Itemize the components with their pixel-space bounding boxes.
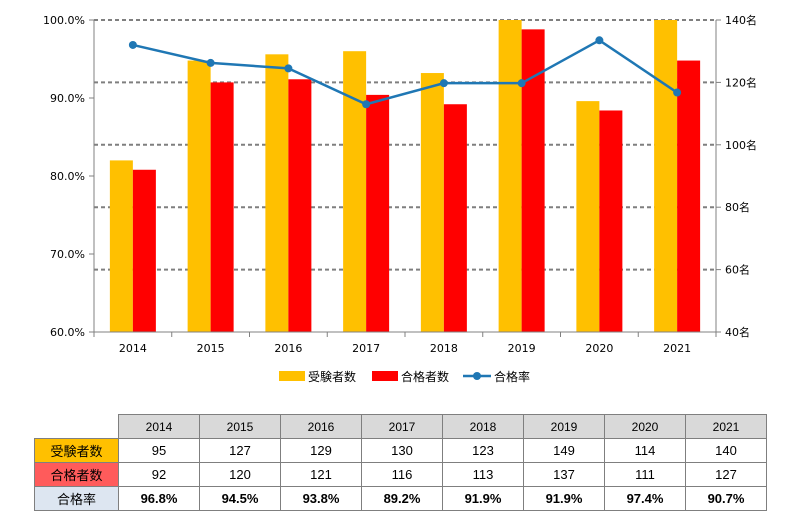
table-cell: 123 [442, 438, 524, 463]
examinees-bar-2019 [498, 20, 522, 332]
examinees-bar-2015 [187, 60, 211, 333]
passers-bar-2014 [132, 169, 156, 332]
table-cell: 149 [523, 438, 605, 463]
legend-label-2: 合格率 [494, 369, 530, 384]
passers-bar-2020 [599, 110, 623, 332]
table-cell: 95 [118, 438, 200, 463]
table-cell: 137 [523, 462, 605, 487]
table-cell: 94.5% [199, 486, 281, 511]
row-label-pass-rate: 合格率 [34, 486, 119, 511]
x-tick-label: 2020 [585, 342, 613, 355]
table-cell: 140 [685, 438, 767, 463]
header-2020: 2020 [604, 414, 686, 439]
table-cell: 114 [604, 438, 686, 463]
pass-rate-point-2014 [128, 40, 137, 49]
examinees-bar-2016 [265, 54, 289, 332]
table-corner [35, 415, 119, 439]
left-tick-label: 90.0% [50, 92, 85, 105]
bars [109, 20, 701, 333]
table-cell: 130 [361, 438, 443, 463]
pass-rate-point-2019 [517, 79, 526, 88]
table-row-examinees: 受験者数 95 127 129 130 123 149 114 140 [34, 438, 767, 463]
header-2014: 2014 [118, 414, 200, 439]
table-cell: 96.8% [118, 486, 200, 511]
legend-swatch-marker [473, 372, 481, 380]
left-tick-label: 80.0% [50, 170, 85, 183]
row-label-passers: 合格者数 [34, 462, 119, 487]
header-2019: 2019 [523, 414, 605, 439]
header-2016: 2016 [280, 414, 362, 439]
table-cell: 93.8% [280, 486, 362, 511]
x-tick-label: 2015 [197, 342, 225, 355]
table-row-passers: 合格者数 92 120 121 116 113 137 111 127 [34, 462, 767, 487]
passers-bar-2018 [443, 104, 467, 333]
right-tick-label: 140名 [725, 13, 757, 27]
legend-swatch-0 [279, 371, 305, 381]
pass-rate-point-2016 [284, 64, 293, 73]
passers-bar-2016 [288, 79, 312, 332]
table-row-pass-rate: 合格率 96.8% 94.5% 93.8% 89.2% 91.9% 91.9% … [34, 486, 767, 511]
passers-bar-2019 [521, 29, 545, 333]
x-tick-label: 2019 [508, 342, 536, 355]
axes: 60.0% 70.0% 80.0% 90.0% 100.0% 40名 60名 80名 100名 1… [43, 13, 757, 355]
header-2018: 2018 [442, 414, 524, 439]
right-tick-label: 100名 [725, 138, 757, 152]
left-tick-label: 100.0% [43, 14, 85, 27]
rate-line [128, 36, 682, 109]
legend: 受験者数 合格者数 合格率 [279, 369, 530, 384]
table-cell: 129 [280, 438, 362, 463]
passers-bar-2015 [210, 82, 234, 333]
passers-bar-2017 [366, 94, 390, 332]
table-cell: 127 [199, 438, 281, 463]
left-tick-label: 70.0% [50, 248, 85, 261]
pass-rate-point-2015 [206, 58, 215, 67]
legend-swatch-1 [372, 371, 398, 381]
x-tick-label: 2021 [663, 342, 691, 355]
data-table: 2014 2015 2016 2017 2018 2019 2020 2021 … [34, 414, 767, 511]
table-cell: 91.9% [442, 486, 524, 511]
table-cell: 127 [685, 462, 767, 487]
right-tick-label: 120名 [725, 75, 757, 89]
right-tick-label: 40名 [725, 325, 750, 339]
examinees-bar-2014 [109, 160, 133, 332]
header-2021: 2021 [685, 414, 767, 439]
table-cell: 113 [442, 462, 524, 487]
x-tick-label: 2017 [352, 342, 380, 355]
examinees-bar-2018 [420, 73, 444, 332]
pass-rate-point-2018 [439, 79, 448, 88]
left-tick-label: 60.0% [50, 326, 85, 339]
examinees-bar-2017 [343, 51, 367, 332]
examinees-bar-2020 [576, 101, 600, 333]
table-cell: 91.9% [523, 486, 605, 511]
table-cell: 90.7% [685, 486, 767, 511]
pass-rate-point-2020 [595, 36, 604, 45]
x-tick-label: 2018 [430, 342, 458, 355]
x-tick-label: 2014 [119, 342, 147, 355]
examinees-bar-2021 [654, 20, 678, 332]
table-cell: 111 [604, 462, 686, 487]
legend-label-0: 受験者数 [308, 369, 356, 384]
passers-bar-2021 [677, 60, 701, 333]
table-cell: 121 [280, 462, 362, 487]
header-2017: 2017 [361, 414, 443, 439]
header-2015: 2015 [199, 414, 281, 439]
table-cell: 120 [199, 462, 281, 487]
pass-rate-line [132, 38, 678, 106]
pass-rate-point-2017 [362, 100, 371, 109]
table-cell: 92 [118, 462, 200, 487]
combo-chart: 60.0% 70.0% 80.0% 90.0% 100.0% 40名 60名 80名 100名 1… [43, 13, 757, 384]
row-label-examinees: 受験者数 [34, 438, 119, 463]
right-tick-label: 80名 [725, 200, 750, 214]
right-tick-label: 60名 [725, 263, 750, 277]
table-header-row: 2014 2015 2016 2017 2018 2019 2020 2021 [35, 414, 767, 439]
legend-label-1: 合格者数 [401, 369, 449, 384]
pass-rate-point-2021 [673, 88, 682, 97]
table-cell: 89.2% [361, 486, 443, 511]
table-cell: 116 [361, 462, 443, 487]
x-tick-label: 2016 [274, 342, 302, 355]
table-cell: 97.4% [604, 486, 686, 511]
